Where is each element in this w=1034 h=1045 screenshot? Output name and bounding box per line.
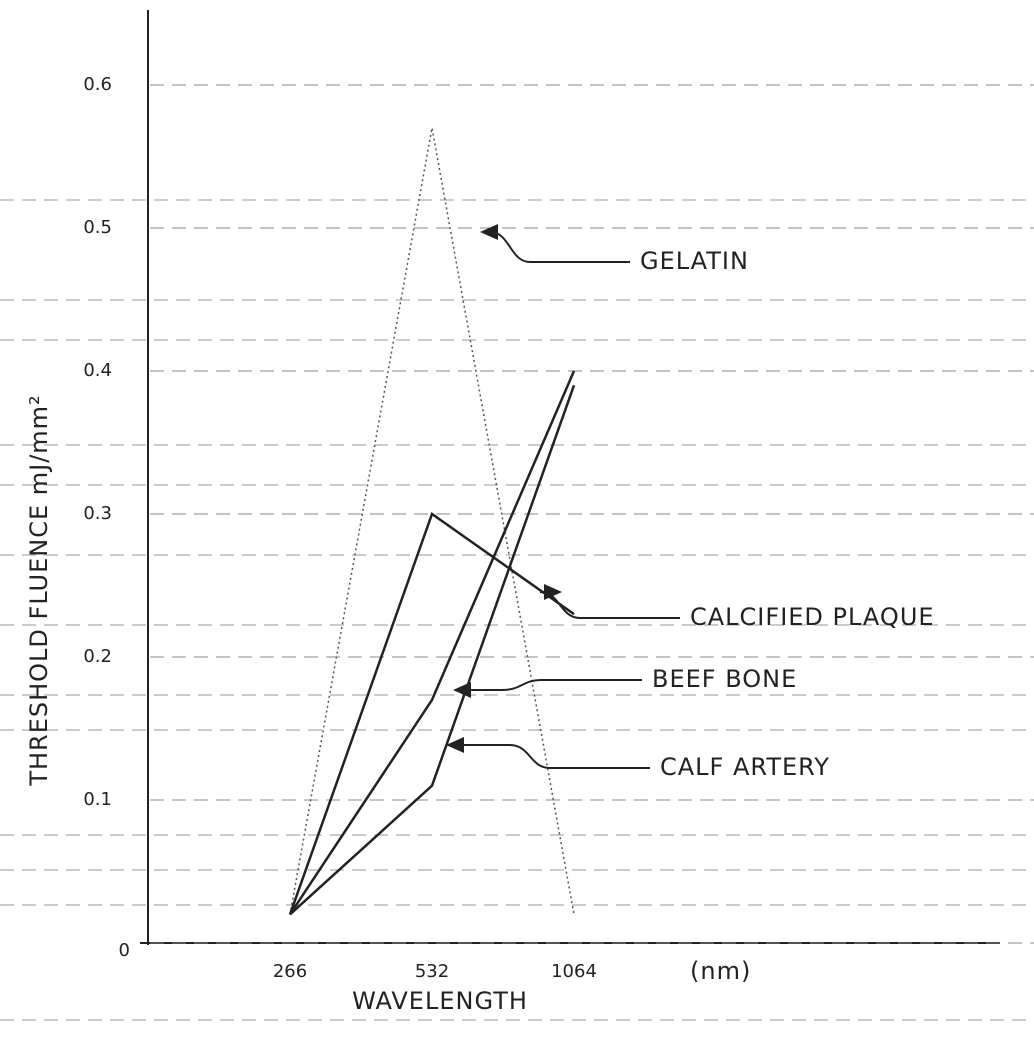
annotation-arrow <box>480 224 630 263</box>
series-line <box>288 512 575 915</box>
y-tick-label: 0 <box>119 940 130 961</box>
y-tick-label: 0.5 <box>83 217 112 238</box>
x-tick-label: 266 <box>273 961 307 982</box>
series-label: GELATIN <box>640 247 749 275</box>
series-label: BEEF BONE <box>652 665 797 693</box>
y-tick-label: 0.6 <box>83 74 112 95</box>
x-tick-label: 1064 <box>551 961 597 982</box>
series-line <box>288 370 576 916</box>
annotation-arrow <box>446 737 650 769</box>
series-label: CALF ARTERY <box>660 753 830 781</box>
x-tick-label: 532 <box>415 961 449 982</box>
y-axis-label: THRESHOLD FLUENCE mJ/mm² <box>25 394 53 786</box>
annotation-arrow <box>453 679 642 698</box>
y-tick-label: 0.1 <box>83 789 112 810</box>
paper-lines <box>0 199 1034 1021</box>
y-tick-label: 0.4 <box>83 360 112 381</box>
annotation-arrow <box>539 584 680 619</box>
y-tick-label: 0.2 <box>83 646 112 667</box>
series-label: CALCIFIED PLAQUE <box>690 603 935 631</box>
series-line <box>289 384 576 916</box>
x-axis-label: WAVELENGTH <box>352 987 528 1015</box>
series-line <box>289 127 575 915</box>
y-tick-label: 0.3 <box>83 503 112 524</box>
x-unit-label: (nm) <box>690 957 751 985</box>
